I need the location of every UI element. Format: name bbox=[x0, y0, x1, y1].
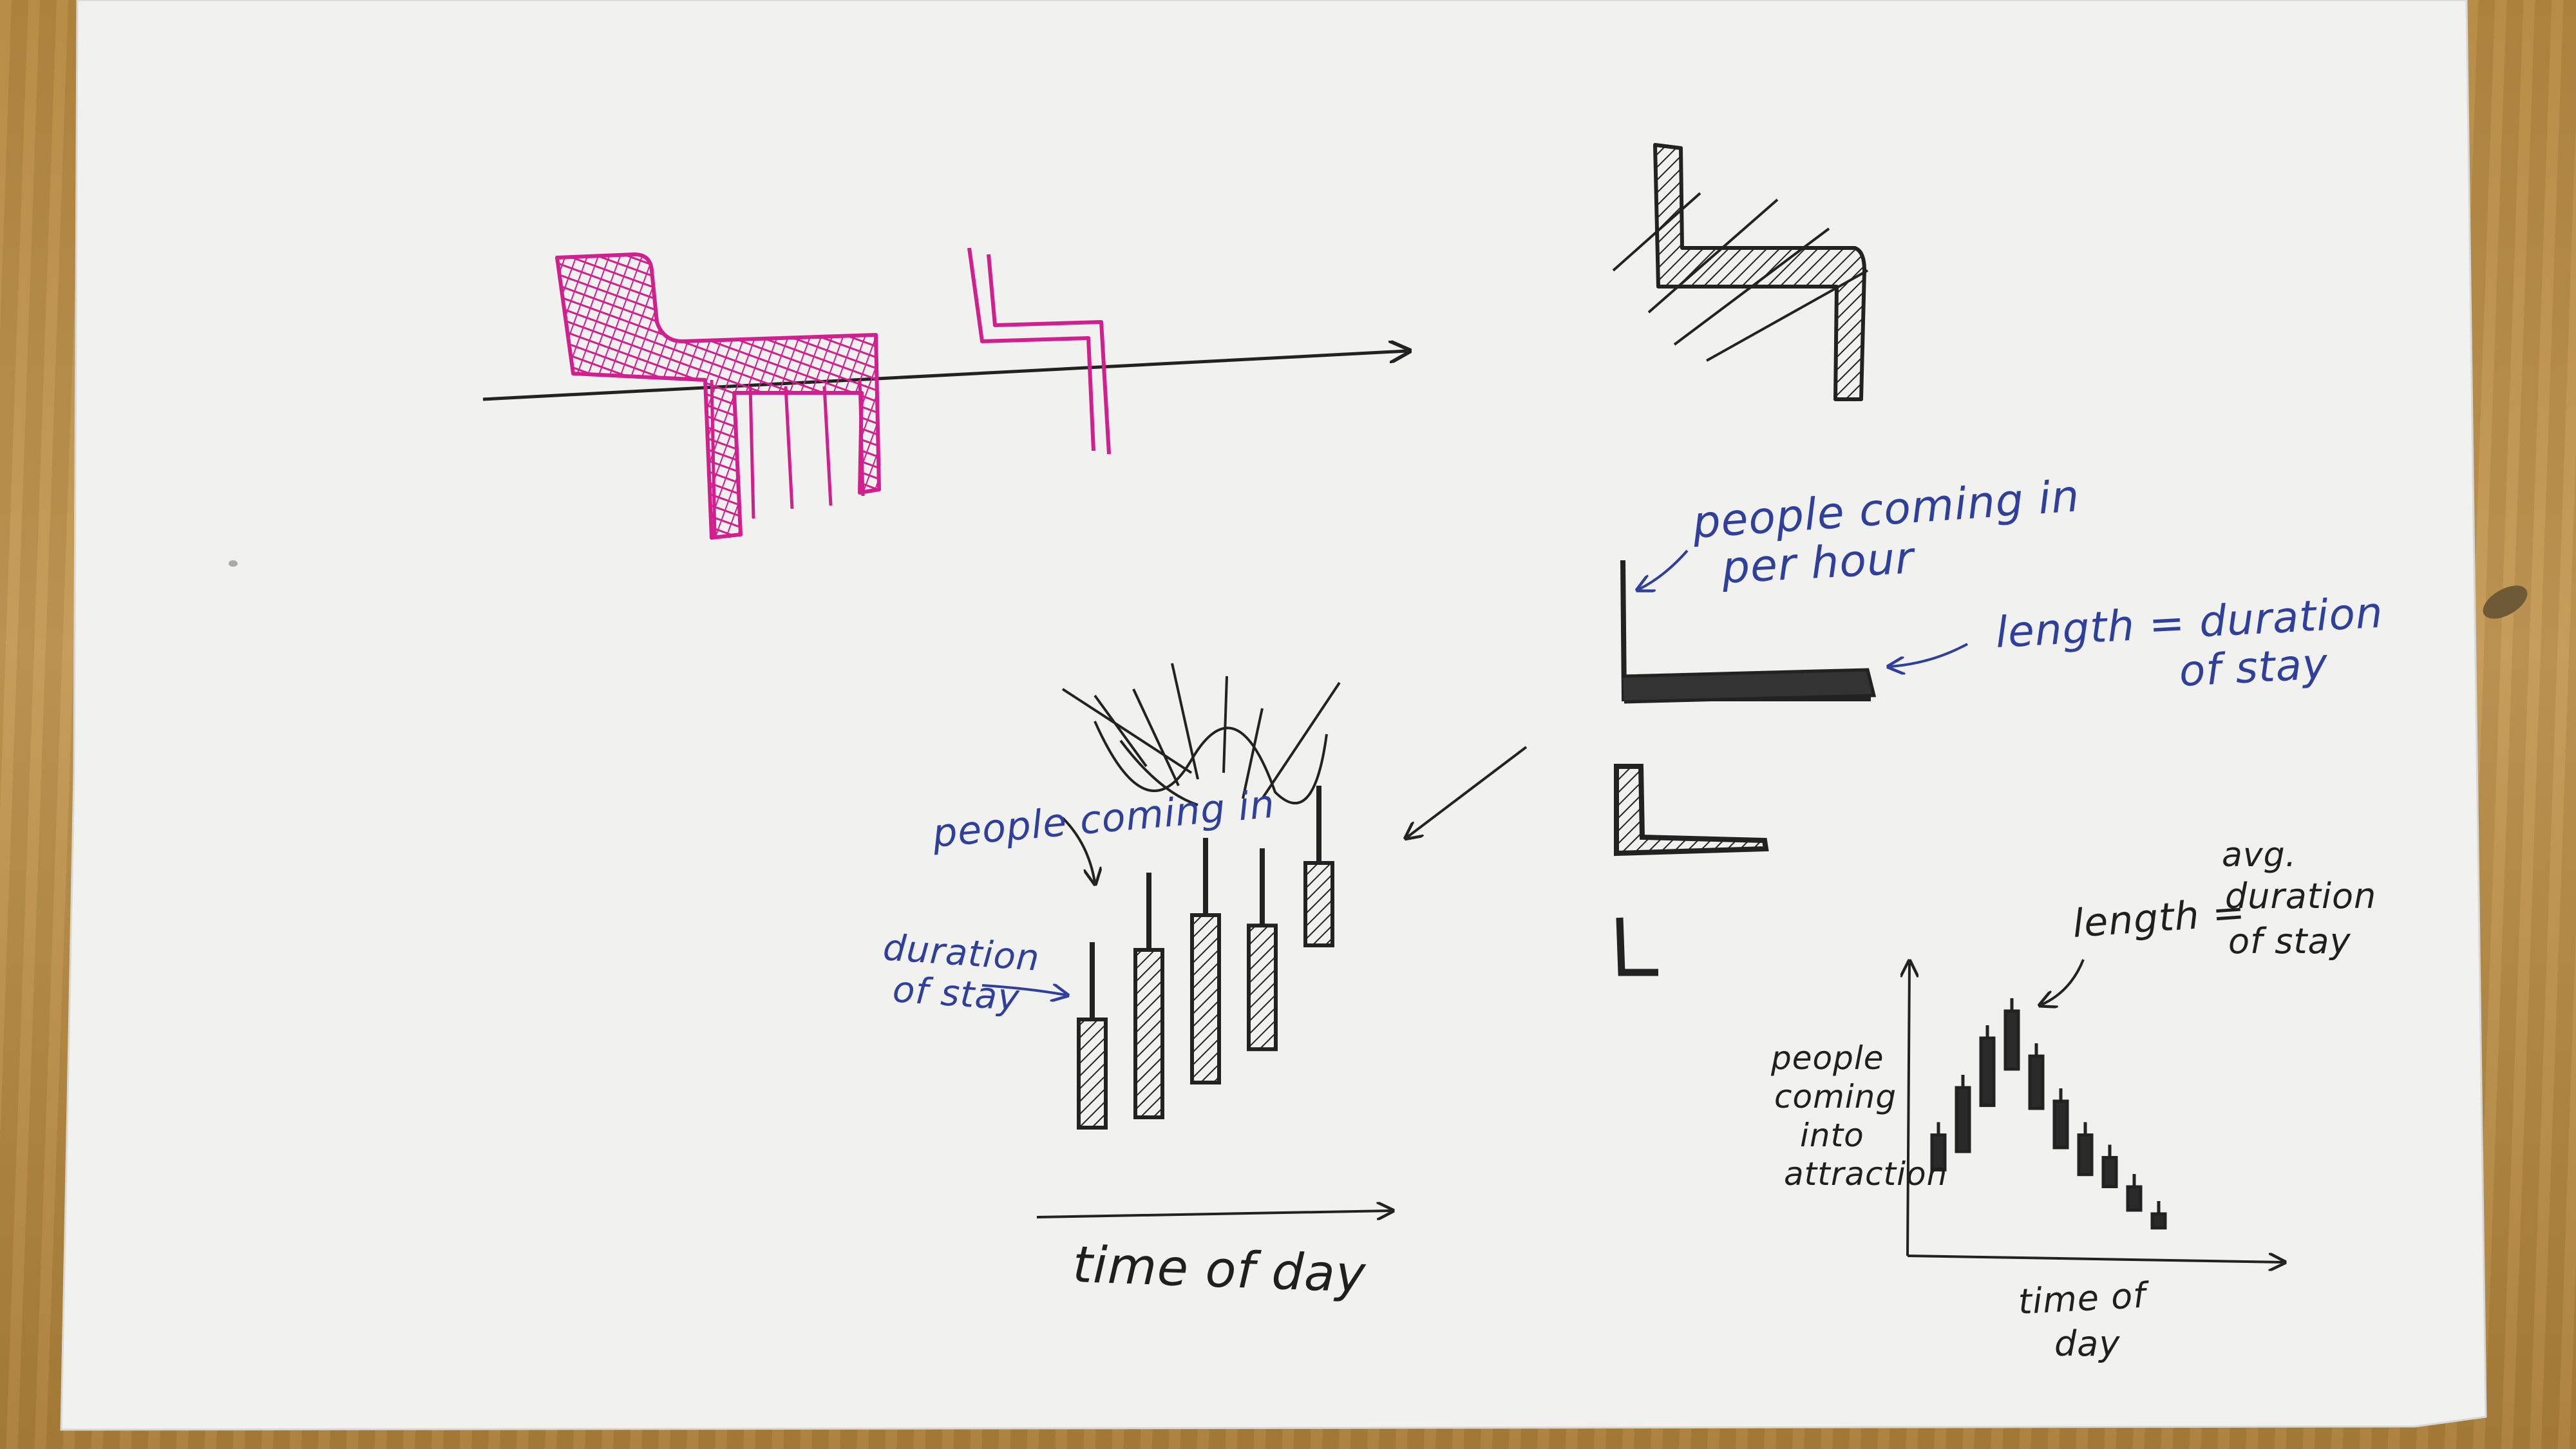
arrow-to-horizontal bbox=[1890, 643, 1968, 667]
bar-duration bbox=[2101, 1156, 2118, 1188]
center-x-axis bbox=[1036, 1211, 1391, 1217]
l-shapes-legend bbox=[1614, 560, 1877, 976]
right-chart bbox=[1907, 959, 2283, 1262]
label-avg-3: of stay bbox=[2228, 921, 2351, 961]
bar-duration bbox=[1190, 913, 1221, 1084]
bar-duration bbox=[1303, 861, 1334, 947]
right-x-axis bbox=[1907, 1256, 2283, 1262]
bar-duration bbox=[2052, 1099, 2069, 1150]
label-time-of-day-center: time of day bbox=[1072, 1236, 1367, 1304]
arrow-to-peak-bar bbox=[2041, 959, 2085, 1005]
label-yaxis-2: coming bbox=[1774, 1078, 1897, 1115]
label-time-of-day-right-2: day bbox=[2054, 1323, 2120, 1364]
label-length-duration-2: of stay bbox=[2178, 639, 2329, 696]
label-yaxis-4: attraction bbox=[1784, 1155, 1947, 1193]
bar-duration bbox=[1247, 923, 1278, 1052]
right-bars-group bbox=[1930, 998, 2167, 1230]
bar-duration bbox=[2126, 1185, 2143, 1212]
bar-duration bbox=[1955, 1086, 1971, 1153]
magenta-bench-sketch bbox=[482, 247, 1407, 540]
label-avg-2: duration bbox=[2225, 876, 2376, 916]
label-avg-1: avg. bbox=[2222, 836, 2297, 875]
bar-duration bbox=[2003, 1009, 2020, 1071]
arrow-to-vertical bbox=[1639, 549, 1689, 589]
label-duration-of-stay-2: of stay bbox=[891, 969, 1021, 1019]
arrow-to-center-chart bbox=[1407, 746, 1528, 837]
label-yaxis-1: people bbox=[1770, 1039, 1884, 1077]
paper-dot bbox=[229, 560, 238, 567]
paper-sheet bbox=[60, 0, 2487, 1431]
label-people-coming-in-per-hour-2: per hour bbox=[1720, 533, 1917, 594]
center-bars-group bbox=[1077, 786, 1334, 1130]
bar-duration bbox=[1930, 1133, 1947, 1171]
label-time-of-day-right-1: time of bbox=[2017, 1274, 2150, 1322]
wood-knot bbox=[2483, 585, 2528, 619]
bar-duration bbox=[2150, 1212, 2167, 1230]
arrow-duration-of-stay bbox=[981, 985, 1066, 995]
bar-duration bbox=[2077, 1133, 2094, 1177]
bar-duration bbox=[2028, 1054, 2045, 1110]
center-chart bbox=[1036, 663, 1391, 1217]
bar-duration bbox=[1133, 948, 1164, 1119]
black-step-sketch bbox=[1612, 143, 1868, 401]
bar-duration bbox=[1077, 1018, 1108, 1130]
arrow-people-coming-in bbox=[1061, 817, 1095, 882]
right-y-axis bbox=[1908, 963, 1909, 1256]
label-yaxis-3: into bbox=[1800, 1117, 1864, 1154]
bar-duration bbox=[1979, 1036, 1996, 1107]
